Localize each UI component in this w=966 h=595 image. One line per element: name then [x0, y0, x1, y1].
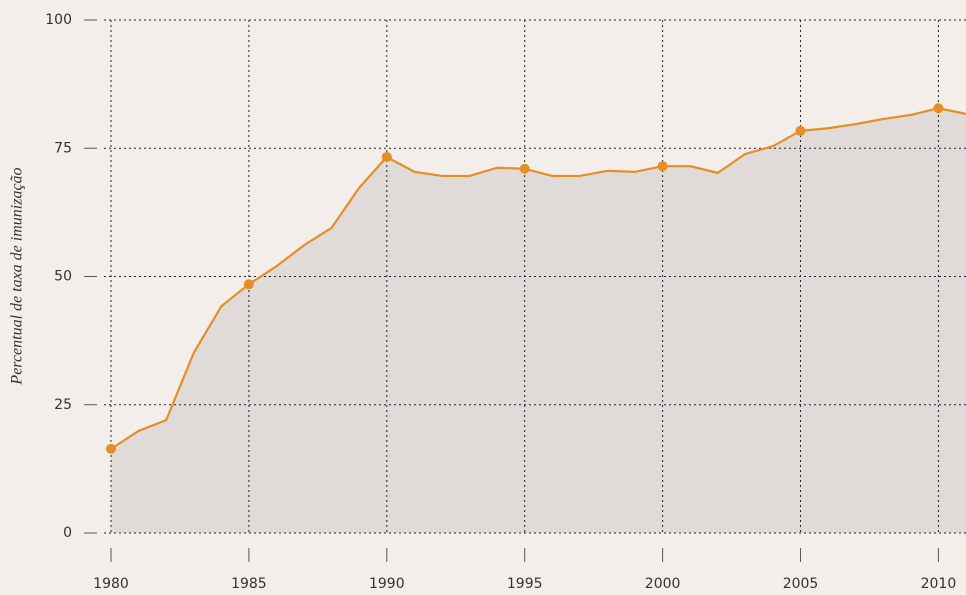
x-tick-label: 2000	[645, 576, 681, 592]
y-tick-label: 75	[54, 140, 72, 156]
x-tick-label: 1980	[93, 576, 129, 592]
point	[106, 443, 116, 454]
point	[519, 163, 530, 174]
point	[795, 125, 806, 136]
y-tick-label: 25	[54, 397, 72, 413]
point	[657, 161, 668, 172]
area	[111, 108, 966, 534]
line	[110, 107, 966, 450]
y-tick-label: 100	[45, 12, 72, 28]
point	[243, 279, 254, 290]
y-axis-label: Percentual de taxa de imunização	[9, 167, 26, 385]
x-tick-label: 1985	[231, 576, 267, 592]
x-tick-label: 2010	[921, 576, 957, 592]
x-tick-label: 1990	[369, 576, 405, 592]
point	[933, 103, 944, 114]
point	[381, 151, 392, 162]
x-tick-label: 1995	[507, 576, 543, 592]
x-tick-label: 2005	[783, 576, 819, 592]
y-tick-label: 50	[54, 269, 72, 285]
y-tick-label: 0	[63, 525, 72, 541]
